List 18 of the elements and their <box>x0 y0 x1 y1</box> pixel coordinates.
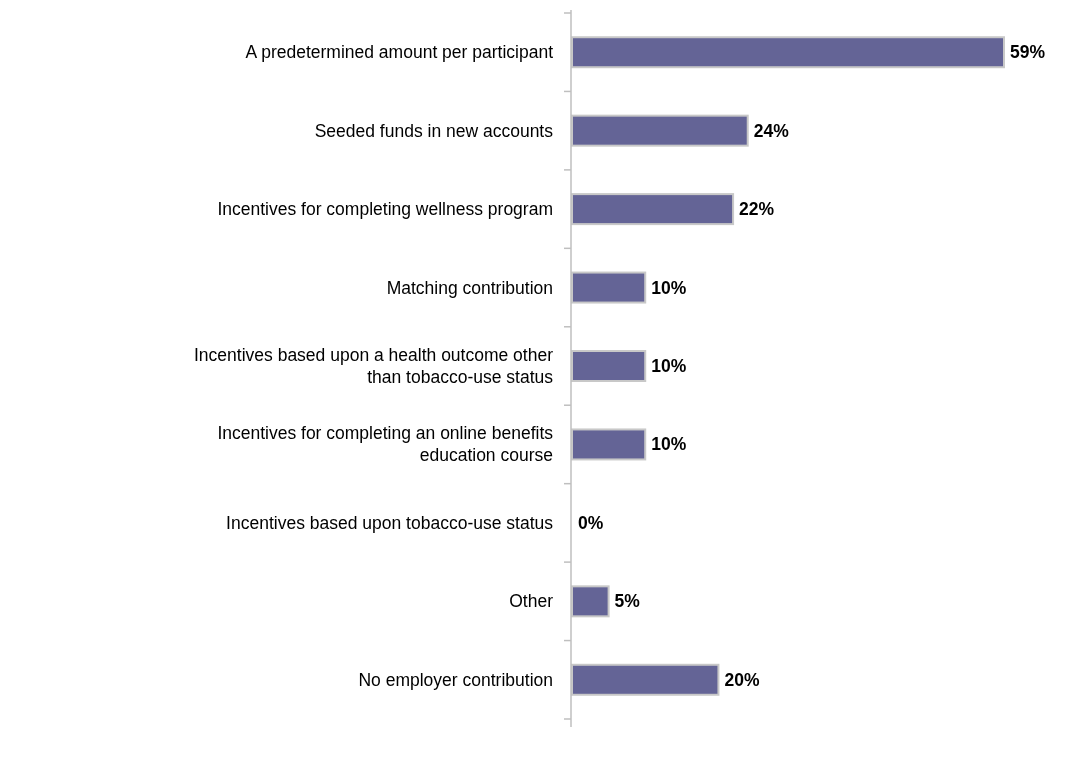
y-tick-label: Matching contribution <box>386 277 553 298</box>
data-label: 0% <box>578 512 604 533</box>
y-tick-label: No employer contribution <box>358 669 553 690</box>
y-tick-label: Other <box>509 591 554 612</box>
y-tick-label: Incentives based upon tobacco-use status <box>226 512 554 533</box>
data-label: 22% <box>739 199 775 220</box>
data-label: 10% <box>651 434 687 455</box>
data-label: 10% <box>651 277 687 298</box>
y-tick-label: Incentives for completing wellness program <box>217 199 553 220</box>
y-tick-label: Incentives based upon a health outcome other than tobacco-use status <box>194 345 554 387</box>
data-label: 5% <box>614 591 641 612</box>
data-label: 24% <box>753 120 790 141</box>
y-tick-label: A predetermined amount per participant <box>245 42 554 63</box>
data-label: 10% <box>651 356 687 376</box>
y-tick-label: Seeded funds in new accounts <box>314 120 554 141</box>
y-tick-label: Incentives for completing an online benefits education course <box>217 423 554 466</box>
data-label: 20% <box>724 669 760 690</box>
data-label: 59% <box>1010 42 1046 63</box>
